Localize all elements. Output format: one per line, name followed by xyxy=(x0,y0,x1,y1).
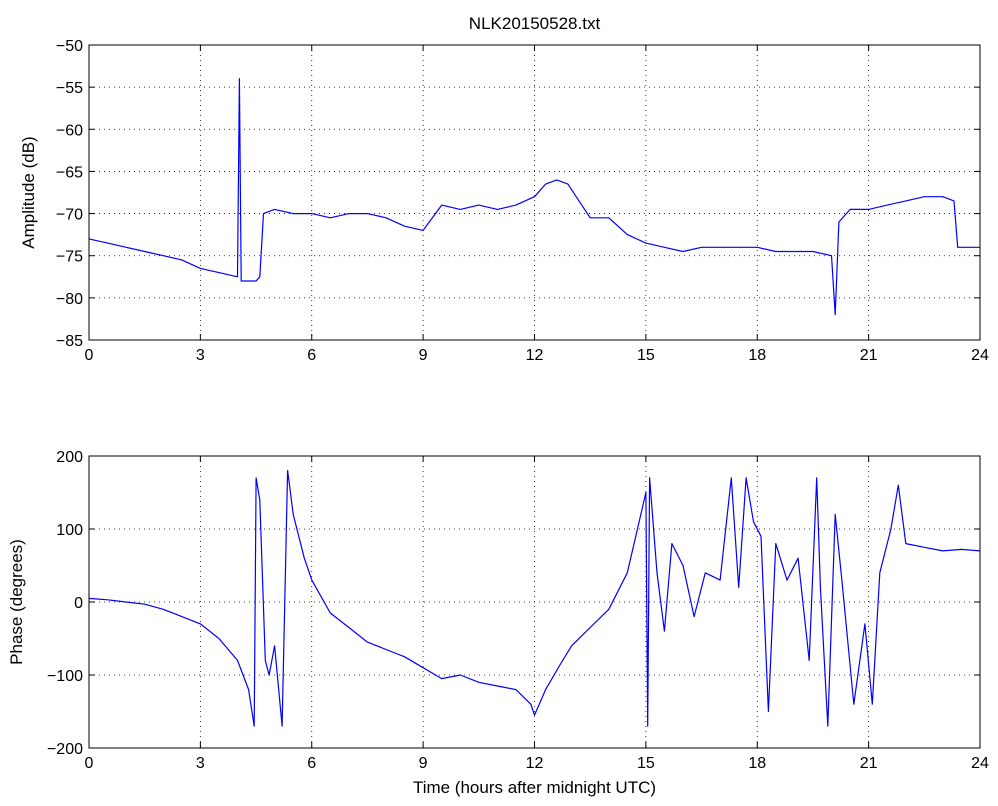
x-tick-label: 3 xyxy=(196,347,205,364)
x-tick-label: 21 xyxy=(860,755,878,772)
y-tick-label: −80 xyxy=(56,291,83,308)
x-tick-label: 15 xyxy=(637,755,655,772)
x-tick-label: 6 xyxy=(307,755,316,772)
y-tick-label: −200 xyxy=(47,741,83,758)
y-tick-label: −65 xyxy=(56,164,83,181)
x-axis-title: Time (hours after midnight UTC) xyxy=(413,778,656,797)
chart-title: NLK20150528.txt xyxy=(469,14,601,33)
x-tick-label: 24 xyxy=(971,347,989,364)
y-tick-label: −55 xyxy=(56,80,83,97)
x-tick-label: 0 xyxy=(85,347,94,364)
y-tick-label: 200 xyxy=(56,449,83,466)
x-tick-label: 12 xyxy=(526,755,544,772)
y-tick-label: −75 xyxy=(56,249,83,266)
y-tick-label: −85 xyxy=(56,333,83,350)
y-axis-title: Phase (degrees) xyxy=(7,539,26,665)
y-tick-label: −50 xyxy=(56,38,83,55)
x-tick-label: 6 xyxy=(307,347,316,364)
y-tick-label: −100 xyxy=(47,668,83,685)
x-tick-label: 15 xyxy=(637,347,655,364)
y-tick-label: 0 xyxy=(74,595,83,612)
y-tick-label: 100 xyxy=(56,522,83,539)
x-tick-label: 21 xyxy=(860,347,878,364)
y-axis-title: Amplitude (dB) xyxy=(19,136,38,248)
amplitude-panel: 0 3 6 9 12 15 18 21 24 −85 −80 −75 −70 −65 −60 −55 −50 Am… xyxy=(19,14,989,364)
x-tick-label: 3 xyxy=(196,755,205,772)
x-tick-label: 24 xyxy=(971,755,989,772)
y-tick-label: −70 xyxy=(56,207,83,224)
amplitude-series-line xyxy=(88,78,980,316)
x-tick-label: 0 xyxy=(85,755,94,772)
y-tick-label: −60 xyxy=(56,122,83,139)
phase-panel: 0 3 6 9 12 15 18 21 24 −200 −100 0 100 200 Phase (degr… xyxy=(7,449,989,797)
phase-series-line xyxy=(88,470,981,727)
x-tick-label: 12 xyxy=(526,347,544,364)
x-tick-label: 9 xyxy=(419,755,428,772)
x-tick-label: 18 xyxy=(748,347,766,364)
x-tick-label: 9 xyxy=(419,347,428,364)
x-tick-label: 18 xyxy=(748,755,766,772)
